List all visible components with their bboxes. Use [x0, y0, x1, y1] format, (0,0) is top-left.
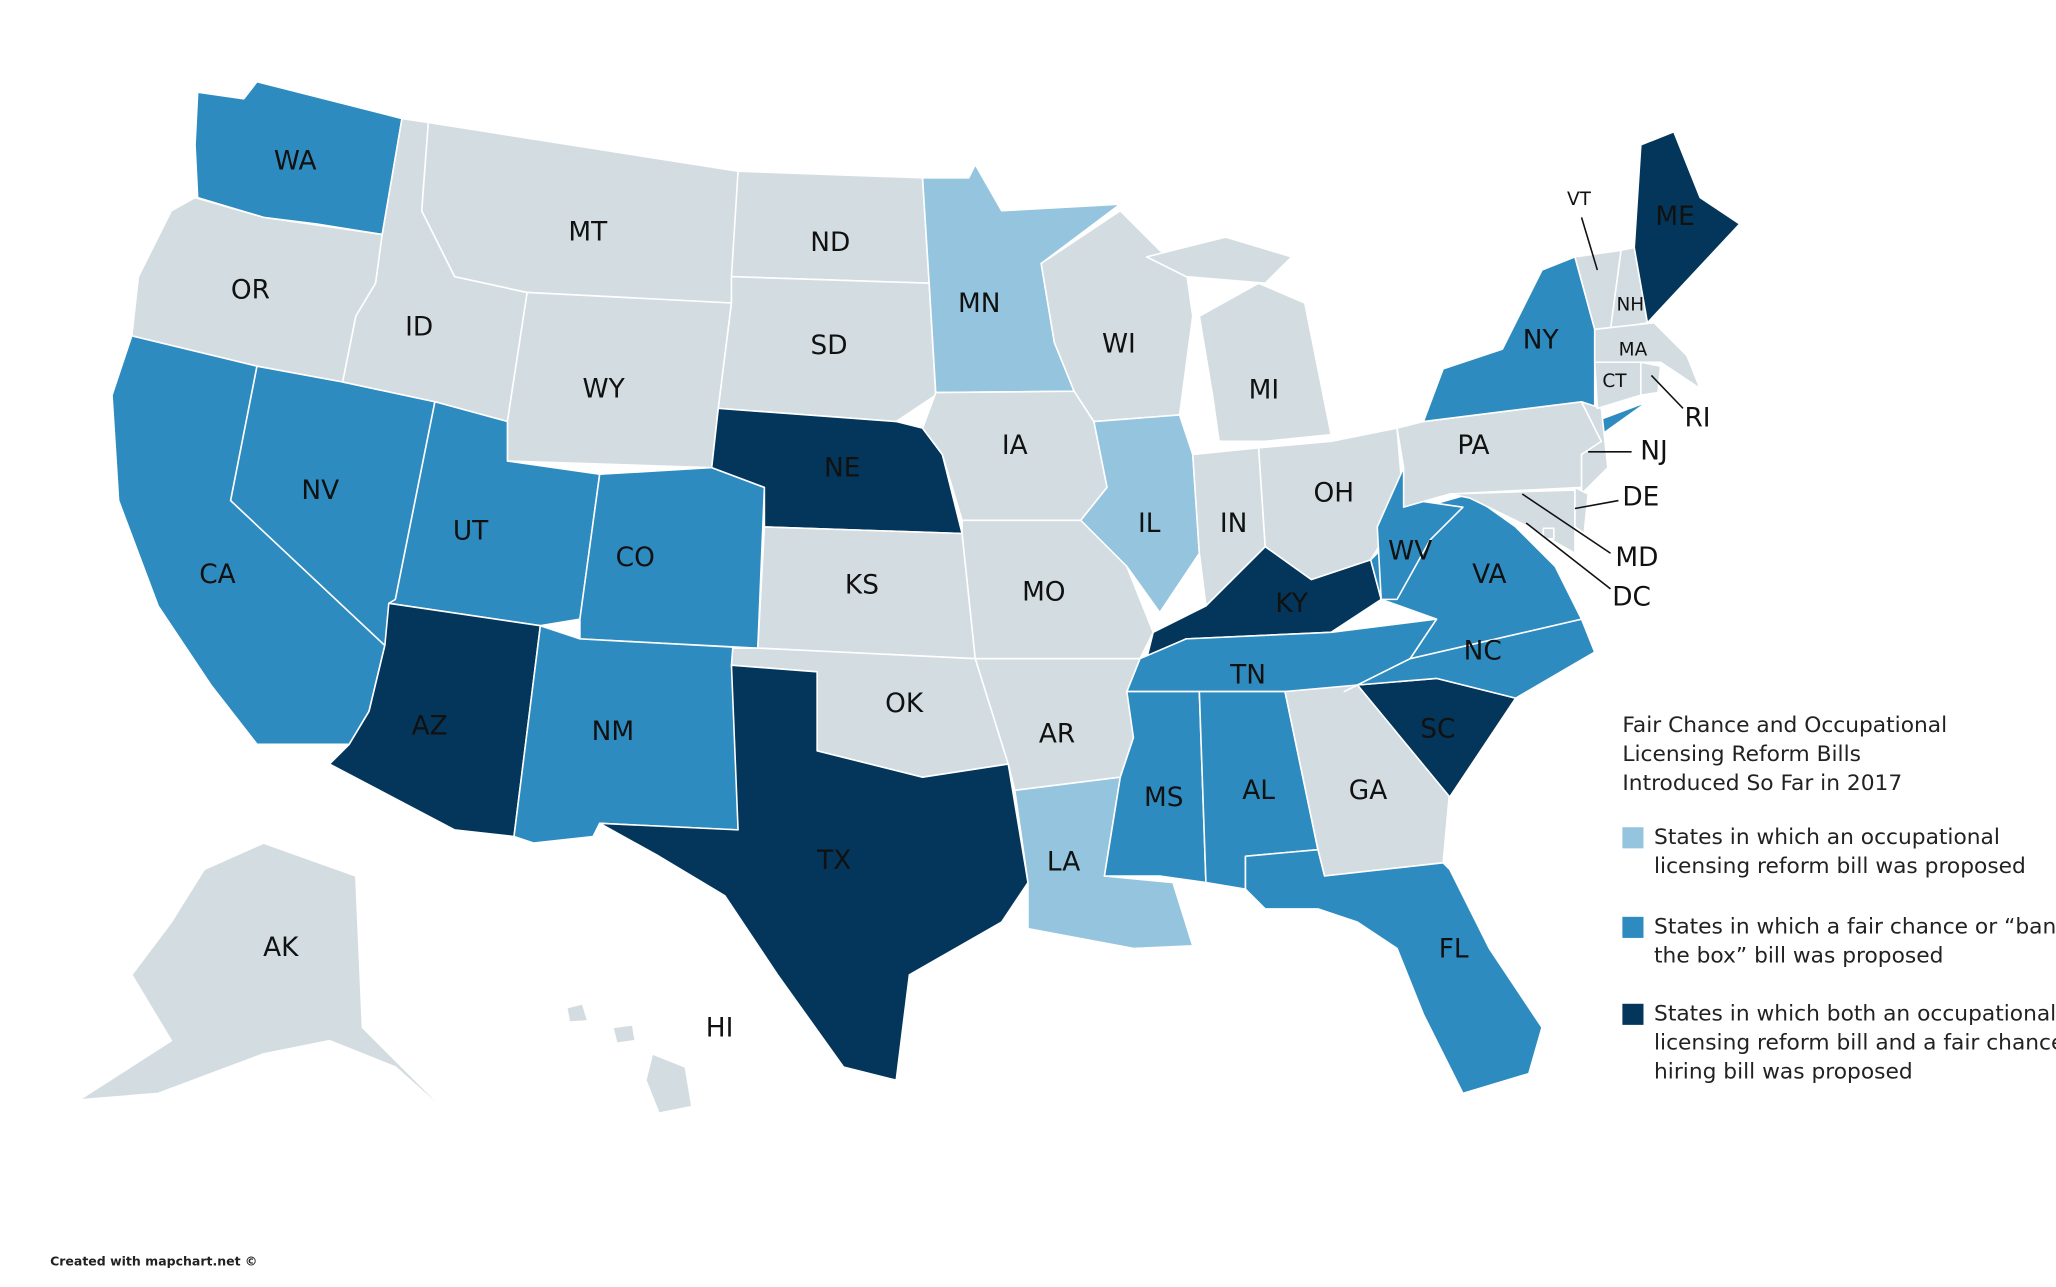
state-label: CT — [1602, 371, 1627, 392]
state-label: AL — [1242, 776, 1275, 806]
credit: Created with mapchart.net © — [50, 1253, 257, 1268]
state-label: KS — [845, 571, 879, 601]
state — [1640, 361, 1662, 396]
legend-title: Fair Chance and Occupational — [1622, 713, 1947, 738]
legend-label: the box” bill was proposed — [1654, 943, 1943, 968]
state-label: NH — [1616, 295, 1644, 316]
legend-label: States in which both an occupational — [1654, 1001, 2056, 1026]
legend-label: States in which a fair chance or “ban — [1654, 914, 2056, 939]
state — [579, 466, 766, 649]
state-label: AK — [263, 933, 299, 963]
state-label: MN — [958, 289, 1000, 319]
state-label: GA — [1349, 776, 1387, 806]
state — [1079, 414, 1201, 614]
state — [598, 664, 1029, 1081]
state-label: AR — [1039, 720, 1075, 750]
state-label: NY — [1523, 326, 1560, 356]
state-label: NE — [824, 453, 860, 483]
state-label: OR — [231, 276, 270, 306]
state-label: IN — [1220, 509, 1247, 539]
state-label: DE — [1622, 482, 1659, 512]
state-label: NC — [1464, 637, 1502, 667]
state-label: AZ — [412, 712, 448, 742]
state-label: ME — [1655, 202, 1694, 232]
state-label: IA — [1002, 431, 1028, 461]
state-label: WI — [1102, 330, 1136, 360]
state-labels: WA OR CA NV ID MT WY UT CO AZ NM ND SD NE KS OK TX MN IA MO… — [199, 147, 1710, 1044]
legend: Fair Chance and Occupational Licensing Re… — [1622, 713, 2056, 1084]
state-label: WY — [583, 374, 626, 404]
state-label: CO — [616, 543, 655, 573]
state-label: VT — [1567, 189, 1592, 210]
state-label: ID — [405, 313, 433, 343]
state-label: ND — [810, 228, 850, 258]
state-label: NM — [592, 717, 634, 747]
state-label: UT — [453, 517, 489, 547]
state — [1145, 236, 1332, 443]
state-label: SC — [1420, 714, 1455, 744]
state — [1040, 209, 1194, 423]
legend-label: licensing reform bill and a fair chance — [1654, 1030, 2056, 1055]
state-label: TX — [816, 846, 851, 876]
state-label: OH — [1313, 478, 1354, 508]
state — [1574, 486, 1589, 535]
legend-swatch — [1622, 1003, 1644, 1025]
legend-swatch — [1622, 827, 1644, 849]
state-label: FL — [1439, 934, 1469, 964]
leader-line — [1521, 493, 1611, 554]
legend-label: States in which an occupational — [1654, 825, 2000, 850]
state — [1448, 489, 1576, 555]
state-label: OK — [885, 689, 924, 719]
state — [1244, 848, 1543, 1095]
state-label: WV — [1388, 536, 1432, 566]
state — [1542, 527, 1555, 540]
state-label: HI — [706, 1013, 734, 1043]
legend-label: hiring bill was proposed — [1654, 1059, 1913, 1084]
state-label: MI — [1249, 376, 1280, 406]
state-label: MD — [1615, 543, 1658, 573]
state — [420, 121, 739, 304]
state-label: IL — [1138, 509, 1161, 539]
states — [78, 80, 1741, 1121]
leader-line — [1650, 374, 1684, 409]
state — [565, 1002, 693, 1114]
state-label: NJ — [1640, 436, 1667, 466]
state-label: MS — [1144, 783, 1183, 813]
leader-line — [1525, 522, 1612, 590]
state-label: MO — [1022, 577, 1065, 607]
leader-line — [1580, 217, 1599, 271]
state-label: LA — [1047, 847, 1080, 877]
state-label: NV — [301, 476, 339, 506]
legend-swatch — [1622, 916, 1644, 938]
state-label: WA — [274, 147, 317, 177]
state-label: CA — [199, 560, 235, 590]
state-label: MT — [568, 218, 608, 248]
state-label: DC — [1612, 583, 1651, 613]
state-label: SD — [810, 331, 847, 361]
state-label: RI — [1684, 403, 1710, 433]
state-label: TN — [1229, 660, 1266, 690]
legend-title: Licensing Reform Bills — [1622, 742, 1861, 767]
state-label: MA — [1619, 339, 1648, 360]
state-label: VA — [1472, 560, 1506, 590]
state-label: PA — [1457, 431, 1489, 461]
legend-title: Introduced So Far in 2017 — [1622, 771, 1902, 796]
state-label: KY — [1275, 589, 1308, 619]
state — [78, 842, 456, 1121]
leader-line — [1574, 499, 1619, 510]
legend-label: licensing reform bill was proposed — [1654, 854, 2026, 879]
